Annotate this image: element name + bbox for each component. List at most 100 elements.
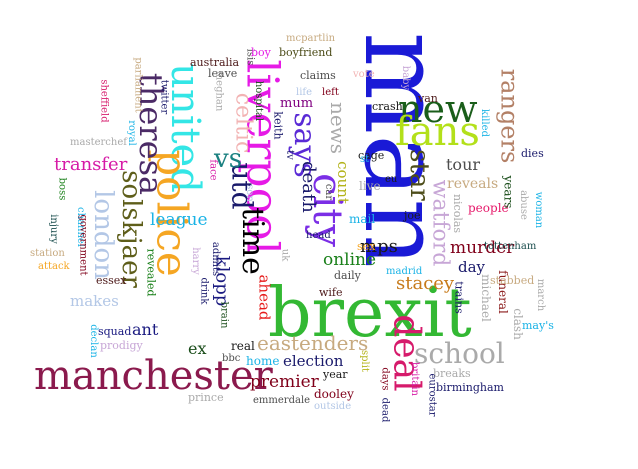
word-wife: wife (319, 286, 343, 299)
word-stacey: stacey (396, 273, 455, 294)
word-sheffield: sheffield (98, 79, 110, 123)
word-keith: keith (271, 111, 285, 140)
word-tour: tour (446, 155, 481, 174)
word-league: league (150, 210, 208, 230)
word-leave: leave (208, 67, 238, 80)
word-declan: declan (87, 324, 99, 358)
word-boss: boss (56, 177, 68, 201)
word-parliament: parliament (132, 57, 144, 113)
word-election: election (283, 352, 344, 370)
word-masterchef: masterchef (70, 137, 127, 148)
word-ex: ex (188, 339, 207, 358)
word-ant: ant (132, 320, 159, 339)
word-bbc: bbc (222, 353, 241, 364)
word-station: station (30, 248, 65, 259)
word-breaks: breaks (433, 367, 471, 380)
word-real: real (231, 339, 255, 353)
word-brexit: brexit (268, 274, 472, 353)
word-mail: mail (349, 212, 376, 226)
word-car: car (323, 183, 335, 201)
word-joe: joe (404, 209, 421, 222)
word-mps: mps (360, 236, 398, 257)
word-life: life (296, 87, 313, 98)
word-brain: brain (218, 301, 230, 329)
word-dooley: dooley (314, 387, 354, 401)
word-boyfriend: boyfriend (279, 46, 333, 59)
word-boy: boy (251, 46, 271, 59)
word-daily: daily (334, 269, 361, 282)
word-emmerdale: emmerdale (253, 395, 311, 406)
word-revealed: revealed (144, 248, 158, 297)
word-death: death (297, 161, 319, 213)
word-australia: australia (190, 56, 240, 69)
word-uk: uk (279, 248, 291, 262)
word-van: van (418, 92, 438, 105)
word-years: years (501, 175, 516, 209)
word-injury: injury (47, 214, 59, 244)
word-abuse: abuse (517, 190, 529, 220)
word-cage: cage (358, 149, 385, 162)
word-left: left (322, 87, 339, 98)
word-royal: royal (125, 120, 137, 146)
word-live: live (359, 179, 381, 193)
word-drink: drink (198, 277, 210, 305)
word-mcpartlin: mcpartlin (286, 33, 336, 44)
word-reveals: reveals (447, 176, 499, 192)
word-harry: harry (189, 247, 201, 275)
word-baby: baby (400, 65, 412, 91)
word-day: day (458, 258, 486, 276)
word-tottenham: tottenham (484, 241, 537, 252)
word-solskjaer: solskjaer (115, 170, 146, 288)
word-meghan: meghan (213, 70, 225, 112)
word-school: school (414, 337, 505, 370)
word-birmingham: birmingham (436, 381, 504, 394)
word-trains: trains (452, 281, 466, 314)
word-celtic: celtic (230, 92, 256, 154)
word-dead: dead (379, 397, 391, 423)
word-online: online (323, 250, 377, 270)
word-sex: sex (357, 240, 376, 253)
word-face: face (207, 159, 219, 181)
word-home: home (246, 354, 280, 368)
word-squad: squad (98, 325, 132, 338)
word-mum: mum (280, 96, 314, 111)
word-watford: watford (427, 179, 453, 267)
word-eu: eu (385, 174, 398, 185)
word-prince: prince (188, 391, 224, 404)
word-tv: tv (283, 150, 295, 160)
word-count: count (333, 161, 352, 204)
word-hospital: hospital (253, 80, 265, 122)
word-new: new (398, 87, 478, 131)
word-madrid: madrid (386, 266, 423, 277)
word-killed: killed (478, 109, 490, 137)
word-vote: vote (353, 69, 375, 80)
word-attack: attack (38, 261, 70, 272)
word-dies: dies (521, 147, 544, 160)
word-makes: makes (70, 292, 119, 310)
word-government: government (77, 214, 89, 276)
word-prodigy: prodigy (100, 339, 143, 352)
word-transfer: transfer (54, 154, 128, 175)
word-vs: vs (214, 144, 243, 174)
word-ahead: ahead (255, 274, 274, 321)
word-news: news (326, 101, 351, 155)
word-outside: outside (314, 401, 352, 412)
word-fans: fans (395, 109, 480, 155)
word-woman: woman (533, 191, 545, 229)
word-eurostar: eurostar (426, 373, 438, 417)
word-st: st (360, 154, 370, 165)
word-son: son (243, 184, 255, 202)
word-time: time (234, 207, 270, 275)
word-admits: admits (210, 241, 222, 277)
word-essex: essex (96, 274, 127, 287)
word-split: split (358, 350, 370, 372)
word-london: london (87, 190, 118, 280)
word-rangers: rangers (495, 68, 524, 164)
word-premier: premier (250, 372, 319, 392)
word-britain: britain (409, 362, 420, 396)
word-head: head (306, 230, 331, 241)
word-nicolas: nicolas (451, 193, 465, 234)
word-march: march (535, 278, 547, 312)
word-eastenders: eastenders (257, 331, 369, 355)
